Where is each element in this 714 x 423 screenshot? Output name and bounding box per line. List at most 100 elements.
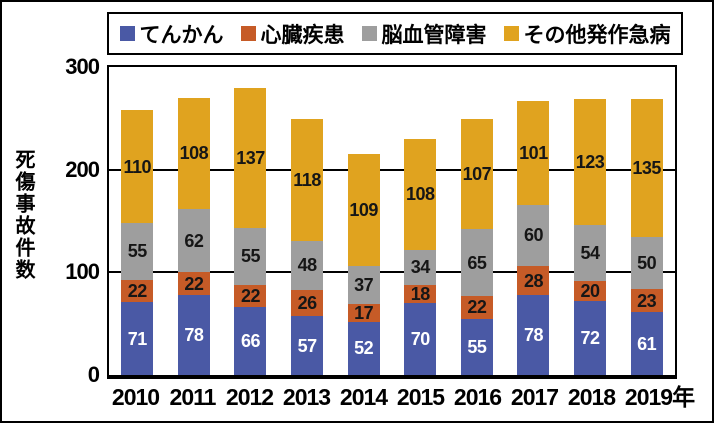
y-axis-title: 死傷事故件数: [12, 149, 34, 281]
bar-segment-value: 28: [523, 270, 544, 291]
bar-segment-脳血管障害: 50: [630, 237, 663, 289]
bar-segment-その他発作急病: 107: [460, 119, 493, 230]
legend-item: 脳血管障害: [361, 19, 487, 49]
x-axis-tick-labels: 2010 2011 2012 2013 2014 2015 2016 2017 2018 2019…: [107, 384, 695, 410]
bar-segment-value: 107: [462, 164, 492, 185]
gridline: [109, 168, 675, 171]
x-axis-label: 2010: [107, 384, 164, 410]
bar-segment-てんかん: 70: [404, 303, 437, 375]
bar-segment-脳血管障害: 48: [291, 240, 324, 290]
y-tick-label: 0: [87, 362, 100, 387]
bar-segment-心臓疾患: 18: [404, 283, 437, 304]
legend-item: てんかん: [119, 19, 224, 49]
bar-segment-value: 23: [637, 290, 657, 311]
bar-segment-value: 71: [127, 328, 148, 349]
x-axis-label: 2012: [221, 384, 278, 410]
plot-area: 71 22 55 110 78 22 62 108 66 22 55 137 57 26 48 118 52 17…: [107, 65, 677, 379]
bar-segment-value: 61: [637, 333, 657, 354]
bar-segment-value: 22: [127, 280, 148, 301]
y-tick-label: 200: [65, 156, 100, 182]
x-axis-year: 2014: [339, 384, 388, 410]
bar-segment-その他発作急病: 101: [517, 100, 550, 205]
bar-slot: 61 23 50 135: [618, 67, 675, 375]
bar-segment-value: 54: [580, 242, 601, 263]
bar-segment-その他発作急病: 110: [121, 110, 154, 224]
bar-segment-てんかん: 52: [347, 321, 380, 375]
bar-slot: 52 17 37 109: [335, 67, 392, 375]
bar-segment-その他発作急病: 123: [574, 98, 607, 226]
bar-segment-心臓疾患: 22: [460, 295, 493, 319]
bar-segment-value: 22: [184, 273, 204, 294]
bar-segment-value: 110: [123, 156, 152, 177]
bar-slot: 71 22 55 110: [109, 67, 166, 375]
bar-segment-てんかん: 71: [121, 302, 154, 375]
bar-segment-脳血管障害: 60: [517, 204, 550, 267]
bar-segment-その他発作急病: 109: [347, 154, 380, 267]
bar-segment-value: 60: [523, 225, 544, 246]
bar-group: 55 22 65 107: [460, 119, 493, 375]
legend-color-swatch: [119, 26, 135, 41]
bar-slot: 70 18 34 108: [392, 67, 449, 375]
bar-segment-value: 70: [410, 329, 431, 350]
bar-segment-value: 78: [184, 324, 204, 345]
bar-slot: 57 26 48 118: [279, 67, 336, 375]
bar-slot: 55 22 65 107: [449, 67, 506, 375]
x-axis-label: 2017: [506, 384, 563, 410]
bar-segment-value: 123: [575, 151, 605, 172]
bar-segment-value: 22: [240, 285, 261, 306]
bar-segment-value: 78: [523, 324, 544, 345]
bar-group: 78 28 60 101: [517, 100, 550, 375]
y-tick-label: 300: [65, 54, 100, 79]
x-axis-label: 2011: [164, 384, 221, 410]
bar-segment-脳血管障害: 37: [347, 266, 380, 305]
bar-segment-value: 108: [179, 143, 209, 164]
legend-item-label: その他発作急病: [523, 23, 671, 47]
bar-group: 70 18 34 108: [404, 138, 437, 375]
bar-segment-てんかん: 61: [630, 312, 663, 375]
bar-segment-心臓疾患: 22: [234, 284, 267, 308]
bar-segment-value: 101: [519, 142, 548, 163]
bar-segment-value: 65: [467, 252, 487, 273]
bar-segment-心臓疾患: 28: [517, 266, 550, 295]
x-axis-year: 2018: [567, 384, 616, 410]
x-axis-year: 2011: [169, 384, 217, 410]
bar-group: 57 26 48 118: [291, 119, 324, 375]
bar-slot: 72 20 54 123: [562, 67, 619, 375]
bar-segment-value: 66: [240, 331, 261, 352]
bar-segment-てんかん: 57: [291, 316, 324, 375]
bar-segment-脳血管障害: 55: [234, 228, 267, 285]
bar-segment-value: 118: [293, 169, 321, 190]
bar-segment-その他発作急病: 135: [630, 98, 663, 238]
x-axis-year: 2013: [282, 384, 331, 410]
bar-group: 52 17 37 109: [347, 154, 380, 375]
bar-segment-value: 135: [632, 158, 661, 179]
bar-segment-その他発作急病: 118: [291, 119, 324, 241]
bar-segment-脳血管障害: 54: [574, 225, 607, 281]
x-axis-label: 2015: [392, 384, 449, 410]
x-axis-label: 2018: [563, 384, 620, 410]
y-axis-tick-labels: 0 100 200 300: [42, 56, 100, 386]
bar-segment-脳血管障害: 62: [177, 208, 210, 273]
chart-legend: てんかん 心臓疾患 脳血管障害 その他発作急病: [107, 12, 683, 55]
legend-item-label: 脳血管障害: [381, 23, 487, 47]
x-axis-year: 2010: [111, 384, 160, 410]
bar-group: 66 22 55 137: [234, 87, 267, 375]
bar-segment-心臓疾患: 22: [121, 279, 154, 303]
bar-segment-てんかん: 78: [177, 294, 210, 375]
bar-segment-てんかん: 55: [460, 318, 493, 375]
legend-item: その他発作急病: [503, 19, 671, 49]
x-axis-unit-suffix: 年: [672, 384, 696, 410]
bar-segment-value: 37: [354, 275, 374, 296]
legend-item: 心臓疾患: [240, 19, 345, 49]
legend-color-swatch: [361, 26, 377, 41]
legend-color-swatch: [503, 26, 519, 41]
bar-segment-value: 17: [354, 302, 374, 323]
bar-segment-心臓疾患: 26: [291, 289, 324, 317]
x-axis-year: 2015: [396, 384, 445, 410]
bar-segment-value: 52: [354, 338, 374, 359]
bar-segment-value: 55: [240, 246, 261, 267]
x-axis-year: 2016: [453, 384, 502, 410]
bar-segment-脳血管障害: 34: [404, 249, 437, 285]
bar-segment-value: 18: [410, 283, 431, 304]
bar-segment-心臓疾患: 22: [177, 272, 210, 295]
